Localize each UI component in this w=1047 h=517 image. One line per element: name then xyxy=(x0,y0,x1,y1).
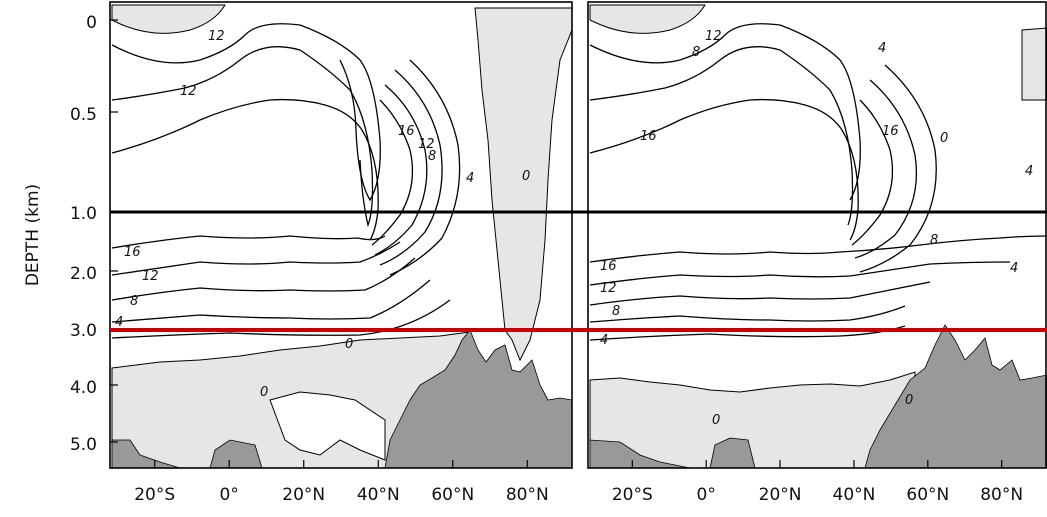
y-tick-labels: 0 0.5 1.0 2.0 3.0 4.0 5.0 xyxy=(70,13,97,455)
contour-label: 0 xyxy=(260,385,268,400)
contour-line xyxy=(589,261,1011,286)
y-tick-label: 4.0 xyxy=(70,378,97,398)
x-tick-label: 0° xyxy=(220,485,239,505)
contour-labels: 12 12 16 12 8 4 0 16 12 8 4 0 0 xyxy=(115,29,530,400)
contour-label: 0 xyxy=(905,393,913,408)
panel-frames xyxy=(109,1,1047,469)
contour-line xyxy=(389,59,461,276)
contour-label: 8 xyxy=(612,304,620,319)
contour-line xyxy=(851,99,894,246)
contour-label: 12 xyxy=(180,84,197,99)
contour-labels: 12 8 4 16 16 8 4 0 16 12 8 4 4 0 0 xyxy=(600,29,1033,428)
arctic-shaded-region xyxy=(1021,27,1047,101)
contour-line xyxy=(589,98,859,241)
contour-line xyxy=(854,79,918,259)
contour-line xyxy=(379,69,443,266)
contour-label: 12 xyxy=(600,281,617,296)
y-tick-label: 0.5 xyxy=(70,105,97,125)
surface-shaded-region xyxy=(589,4,706,34)
contour-line xyxy=(371,99,414,246)
x-tick-label: 60°N xyxy=(431,485,474,505)
contour-line xyxy=(589,235,1047,263)
x-tick-label: 80°N xyxy=(506,485,549,505)
contour-label: 12 xyxy=(705,29,722,44)
contour-line xyxy=(859,64,937,273)
right-panel-frame xyxy=(587,1,1047,469)
contour-line xyxy=(111,46,374,228)
contour-line xyxy=(111,241,401,276)
contour-label: 8 xyxy=(130,294,138,309)
right-x-axis: 20°S 0° 20°N 40°N 60°N 80°N xyxy=(612,460,1023,505)
x-tick-label: 40°N xyxy=(357,485,400,505)
northern-shaded-region xyxy=(474,7,572,362)
contour-label: 16 xyxy=(398,124,415,139)
y-tick-label: 2.0 xyxy=(70,264,97,284)
x-tick-label: 20°N xyxy=(282,485,325,505)
contour-label: 0 xyxy=(522,169,530,184)
contour-label: 0 xyxy=(940,131,948,146)
contour-label: 4 xyxy=(466,171,474,186)
contour-label: 4 xyxy=(1010,261,1018,276)
contour-label: 4 xyxy=(878,41,886,56)
x-tick-label: 80°N xyxy=(980,485,1023,505)
contour-label: 4 xyxy=(115,315,123,330)
contour-label: 16 xyxy=(882,124,899,139)
deep-white-pocket xyxy=(269,391,386,461)
contours xyxy=(589,23,1047,341)
y-tick-marks xyxy=(110,19,118,443)
x-tick-label: 20°S xyxy=(612,485,653,505)
y-tick-label: 5.0 xyxy=(70,435,97,455)
contour-line xyxy=(111,23,381,202)
x-tick-label: 20°N xyxy=(759,485,802,505)
contour-label: 16 xyxy=(600,259,617,274)
surface-shaded-region xyxy=(111,4,226,34)
x-tick-label: 20°S xyxy=(134,485,175,505)
left-x-axis: 20°S 0° 20°N 40°N 60°N 80°N xyxy=(134,460,549,505)
contour-line xyxy=(111,257,416,301)
contour-line xyxy=(589,281,931,306)
contour-label: 4 xyxy=(600,333,608,348)
contour-label: 8 xyxy=(692,45,700,60)
contour-label: 8 xyxy=(428,149,436,164)
bathymetry-land xyxy=(111,329,572,468)
contour-line xyxy=(589,23,861,201)
left-panel-frame xyxy=(109,1,573,469)
contour-label: 16 xyxy=(124,245,141,260)
contour-label: 12 xyxy=(418,137,435,152)
contour-line xyxy=(589,325,906,341)
contour-line xyxy=(111,299,451,339)
y-tick-label: 1.0 xyxy=(70,204,97,224)
contour-line xyxy=(589,46,854,226)
x-tick-label: 60°N xyxy=(906,485,949,505)
bathymetry-land xyxy=(589,324,1047,468)
contour-line xyxy=(111,98,379,241)
x-tick-label: 0° xyxy=(697,485,716,505)
contour-label: 4 xyxy=(1025,164,1033,179)
contour-line xyxy=(111,235,386,249)
contour-label: 12 xyxy=(142,269,159,284)
contour-label: 12 xyxy=(208,29,225,44)
x-tick-label: 40°N xyxy=(833,485,876,505)
contour-line xyxy=(589,305,906,323)
contours xyxy=(111,23,461,339)
contour-line xyxy=(111,279,431,323)
y-axis-title: DEPTH (km) xyxy=(23,184,43,286)
contour-label: 16 xyxy=(640,129,657,144)
y-tick-label: 0 xyxy=(86,13,97,33)
y-tick-label: 3.0 xyxy=(70,321,97,341)
contour-label: 8 xyxy=(930,233,938,248)
right-panel: 12 8 4 16 16 8 4 0 16 12 8 4 4 0 0 xyxy=(588,0,1047,468)
contour-label: 0 xyxy=(345,337,353,352)
contour-line xyxy=(374,84,428,256)
left-panel: 12 12 16 12 8 4 0 16 12 8 4 0 0 xyxy=(110,0,572,468)
contour-label: 0 xyxy=(712,413,720,428)
